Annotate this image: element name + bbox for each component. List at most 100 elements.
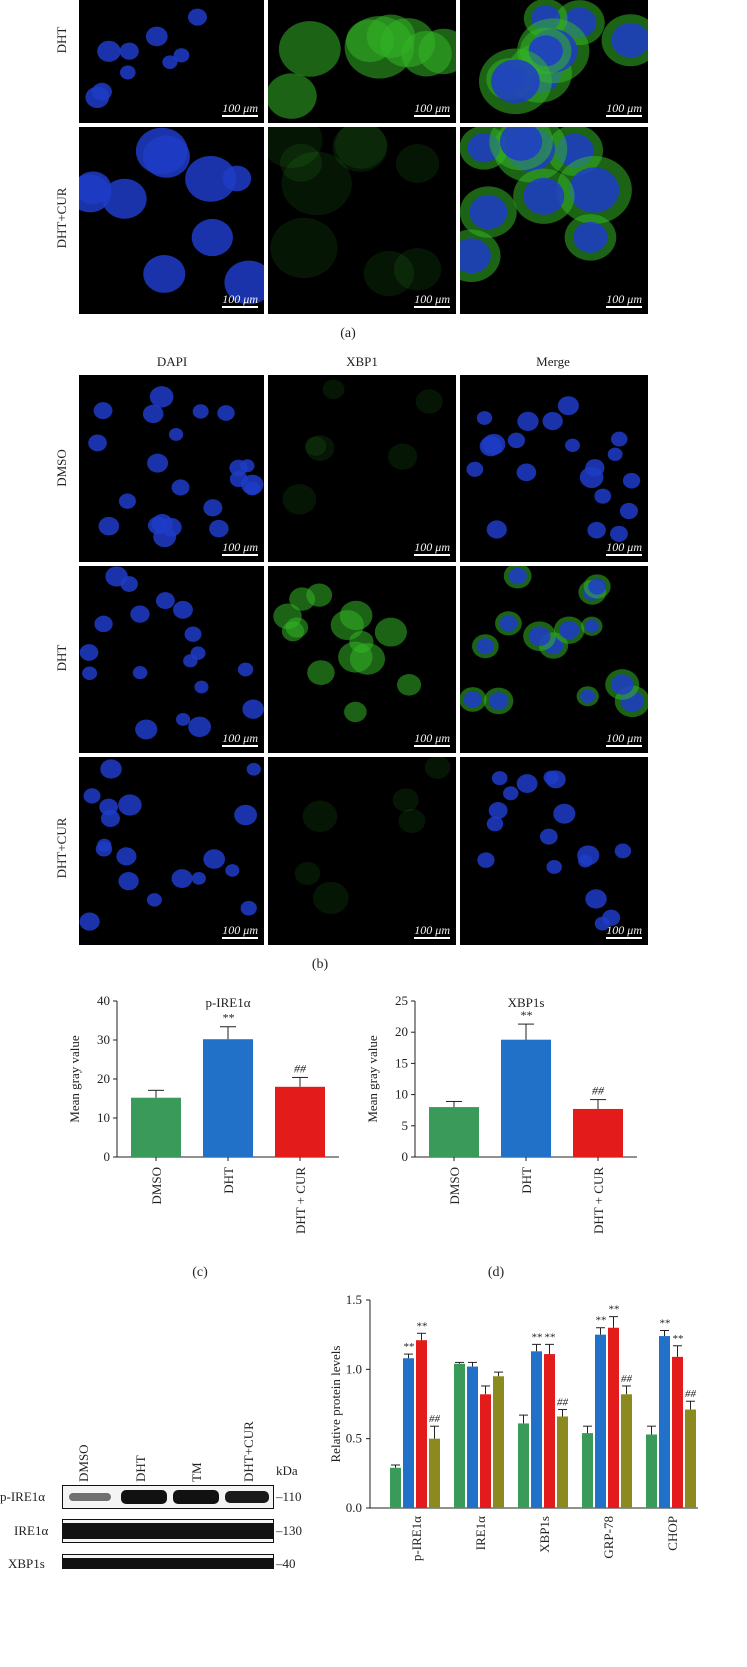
image-b-dht-merge: 100 μm [460,566,648,753]
cell-nucleus [100,759,122,779]
column-label-xbp1: XBP1 [346,354,378,369]
significance-mark: ## [621,1373,633,1385]
bar [544,1354,555,1508]
image-a-dhtcur-stain: 100 μm [268,127,456,314]
bar [403,1358,414,1508]
micrograph-svg [85,8,207,109]
cell-nucleus [244,481,261,496]
scale-bar: 100 μm [606,924,642,939]
cell-signal [312,881,349,915]
cell-nucleus [482,433,506,455]
bar [659,1336,670,1508]
significance-mark: ** [595,1315,607,1327]
cell-nucleus [523,177,565,215]
x-tick-label: IRE1α [473,1516,488,1550]
scale-bar-label: 100 μm [222,923,258,937]
scale-bar: 100 μm [414,293,450,308]
scale-bar-label: 100 μm [606,540,642,554]
row-label-dht-cur-a: DHT+CUR [54,187,69,249]
scale-bar-label: 100 μm [414,731,450,745]
x-tick-label: DHT + CUR [293,1167,308,1234]
cell-nucleus [147,453,169,473]
cell-nucleus [187,8,207,26]
cell-nucleus [119,42,139,60]
scale-bar: 100 μm [606,732,642,747]
scale-bar: 100 μm [222,293,258,308]
bar [480,1394,491,1508]
cell-nucleus [229,470,248,488]
image-b-dht-dapi: 100 μm [79,566,264,753]
cell-nucleus [585,459,605,477]
cell-nucleus [491,59,540,104]
cell-signal [268,127,323,168]
significance-mark: ## [685,1388,697,1400]
scale-bar-label: 100 μm [414,923,450,937]
scale-bar-label: 100 μm [606,101,642,115]
cell-nucleus [476,638,495,655]
image-a-dhtcur-dapi: 100 μm [79,127,264,314]
cell-signal [415,389,443,414]
cell-nucleus [614,843,632,859]
cell-nucleus [568,167,620,213]
cell-nucleus [173,600,193,619]
micrograph-svg [88,386,264,548]
scale-bar-label: 100 μm [606,292,642,306]
cell-signal [332,127,388,172]
wb-mw-ire1a: –130 [276,1523,302,1538]
cell-signal [281,151,352,216]
significance-mark: ** [672,1333,684,1345]
cell-nucleus [488,802,508,820]
cell-nucleus [619,502,638,520]
scale-bar-line [414,937,450,939]
cell-nucleus [240,459,255,473]
cell-nucleus [234,804,258,826]
cell-signal [392,788,419,812]
y-tick-label: 1.5 [346,1292,362,1307]
y-tick-label: 30 [97,1032,110,1047]
cell-signal [282,484,317,515]
wb-blot-xbp1s [62,1554,274,1569]
cell-nucleus [209,519,229,538]
scale-bar: 100 μm [606,293,642,308]
cell-nucleus [463,691,482,708]
cell-nucleus [584,619,599,633]
scale-bar: 100 μm [414,732,450,747]
scale-bar-label: 100 μm [606,923,642,937]
panel-label-b: (b) [311,957,329,972]
cell-nucleus [507,432,525,449]
significance-mark: ** [608,1304,620,1316]
significance-mark: ** [531,1331,543,1343]
cell-nucleus [85,86,110,109]
chart-d: XBP1s 0 5 10 15 20 25 Mean gray value DMSO ** DHT #… [365,993,637,1234]
cell-nucleus [188,716,212,738]
cell-nucleus [476,411,493,425]
cell-signal [349,630,374,653]
lane-label-dht-cur: DHT+CUR [241,1421,256,1482]
cell-nucleus [610,525,628,542]
cell-nucleus [100,809,120,827]
scale-bar-line [414,554,450,556]
cell-nucleus [578,854,593,868]
cell-nucleus [585,889,607,909]
bar [429,1438,440,1508]
wb-row-label-xbp1s: XBP1s [8,1556,45,1571]
bar [646,1434,657,1508]
scale-bar-label: 100 μm [414,101,450,115]
cell-nucleus [119,65,136,80]
cell-nucleus [559,621,580,640]
cell-signal [401,31,452,77]
cell-signal [304,436,327,456]
bar [429,1107,479,1157]
cell-nucleus [83,788,101,804]
y-tick-label: 20 [395,1024,408,1039]
bar [501,1039,551,1157]
scale-bar-line [414,115,450,117]
chart-c: p-IRE1α 0 10 20 30 40 Mean gray value DMSO ** DHT… [67,993,339,1234]
chart-title: p-IRE1α [205,995,250,1010]
scale-bar-label: 100 μm [606,731,642,745]
scale-bar: 100 μm [414,541,450,556]
cell-nucleus [565,438,580,453]
micrograph-svg [282,379,443,515]
cell-signal [424,757,451,779]
